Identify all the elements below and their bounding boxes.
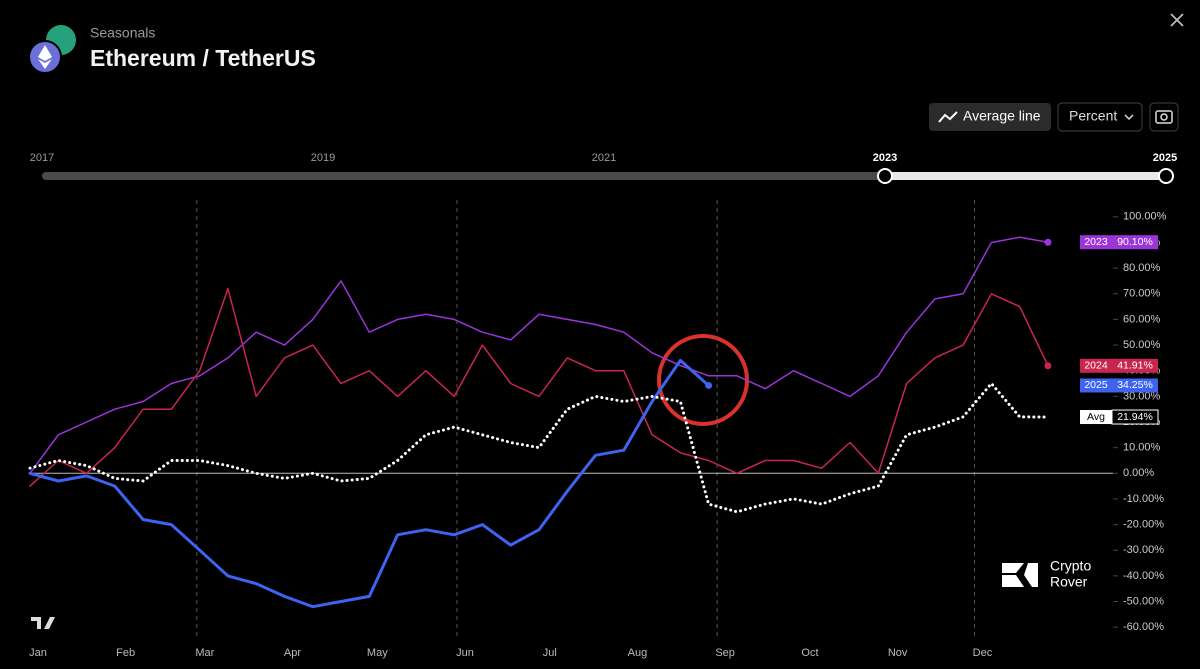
legend-tag (1080, 358, 1112, 373)
x-tick-label: May (367, 647, 388, 659)
legend-tag (1080, 410, 1112, 425)
tradingview-logo (31, 617, 55, 629)
y-tick-label: 30.00% (1123, 390, 1161, 402)
series-line (29, 236, 1049, 475)
percent-select-label: Percent (1069, 108, 1117, 124)
timeline-year: 2021 (592, 152, 616, 164)
y-tick-label: -10.00% (1123, 493, 1164, 505)
timeline-year: 2025 (1153, 152, 1177, 164)
y-tick-label: -50.00% (1123, 595, 1164, 607)
y-tick-label: -20.00% (1123, 518, 1164, 530)
legend-name: 2024 (1084, 360, 1108, 372)
y-tick-label: 60.00% (1123, 313, 1161, 325)
y-tick-label: 80.00% (1123, 262, 1161, 274)
last-point (1044, 238, 1052, 246)
value-label: 21.94% (1117, 411, 1153, 423)
value-tag (1112, 378, 1158, 393)
watermark-logo (1002, 563, 1038, 587)
y-tick-label: 0.00% (1123, 467, 1154, 479)
value-tag (1112, 235, 1158, 250)
x-tick-label: Jan (29, 647, 47, 659)
average-line-label: Average line (963, 108, 1041, 124)
y-tick-label: -40.00% (1123, 570, 1164, 582)
series-line (28, 382, 1050, 514)
average-line-button[interactable] (929, 103, 1051, 131)
timeline-selection[interactable] (885, 172, 1166, 180)
y-tick-label: 10.00% (1123, 442, 1161, 454)
timeline-year: 2017 (30, 152, 54, 164)
screenshot-button[interactable] (1149, 102, 1179, 132)
x-tick-label: Mar (195, 647, 214, 659)
y-tick-label: 100.00% (1123, 211, 1167, 223)
x-tick-label: Jun (456, 647, 474, 659)
watermark-text: Crypto (1050, 558, 1091, 574)
camera-icon (1155, 110, 1173, 124)
value-tag (1112, 358, 1158, 373)
last-point (705, 381, 713, 389)
x-tick-label: Apr (284, 647, 301, 659)
ethereum-icon (38, 45, 52, 69)
x-tick-label: Sep (715, 647, 735, 659)
timeline: 2017 2019 2021 2023 2025 (30, 152, 1177, 184)
timeline-handle-start[interactable] (877, 168, 893, 184)
last-point (1044, 362, 1052, 370)
y-tick-label: 70.00% (1123, 288, 1161, 300)
x-tick-label: Feb (116, 647, 135, 659)
subtitle: Seasonals (90, 25, 155, 41)
legend-name: Avg (1087, 411, 1105, 423)
x-tick-label: Jul (543, 647, 557, 659)
x-tick-label: Oct (801, 647, 818, 659)
plot: Jan Feb Mar Apr May Jun Jul Aug Sep Oct Nov Dec 100.… (28, 200, 1167, 659)
timeline-year: 2023 (873, 152, 897, 164)
x-tick-label: Nov (888, 647, 908, 659)
title: Ethereum / TetherUS (90, 45, 316, 71)
legend-tag (1080, 235, 1112, 250)
legend-name: 2023 (1084, 236, 1108, 248)
legend-tag (1080, 378, 1112, 393)
legend-name: 2025 (1084, 379, 1108, 391)
timeline-year: 2019 (311, 152, 335, 164)
series-line (29, 287, 1049, 487)
camera-lens (1160, 113, 1168, 121)
x-tick-label: Aug (628, 647, 648, 659)
y-tick-label: -60.00% (1123, 621, 1164, 633)
value-label: 34.25% (1117, 379, 1153, 391)
watermark-text: Rover (1050, 574, 1088, 590)
y-tick-label: -30.00% (1123, 544, 1164, 556)
average-line-icon (938, 111, 958, 123)
y-tick-label: 50.00% (1123, 339, 1161, 351)
x-tick-label: Dec (973, 647, 993, 659)
close-button[interactable] (1170, 13, 1184, 27)
value-tag (1111, 409, 1159, 425)
dropdown-arrow (1124, 114, 1134, 121)
value-label: 41.91% (1117, 360, 1153, 372)
series-line (28, 358, 711, 609)
timeline-handle-end[interactable] (1158, 168, 1174, 184)
percent-select[interactable] (1057, 102, 1143, 132)
value-label: 90.10% (1117, 236, 1153, 248)
